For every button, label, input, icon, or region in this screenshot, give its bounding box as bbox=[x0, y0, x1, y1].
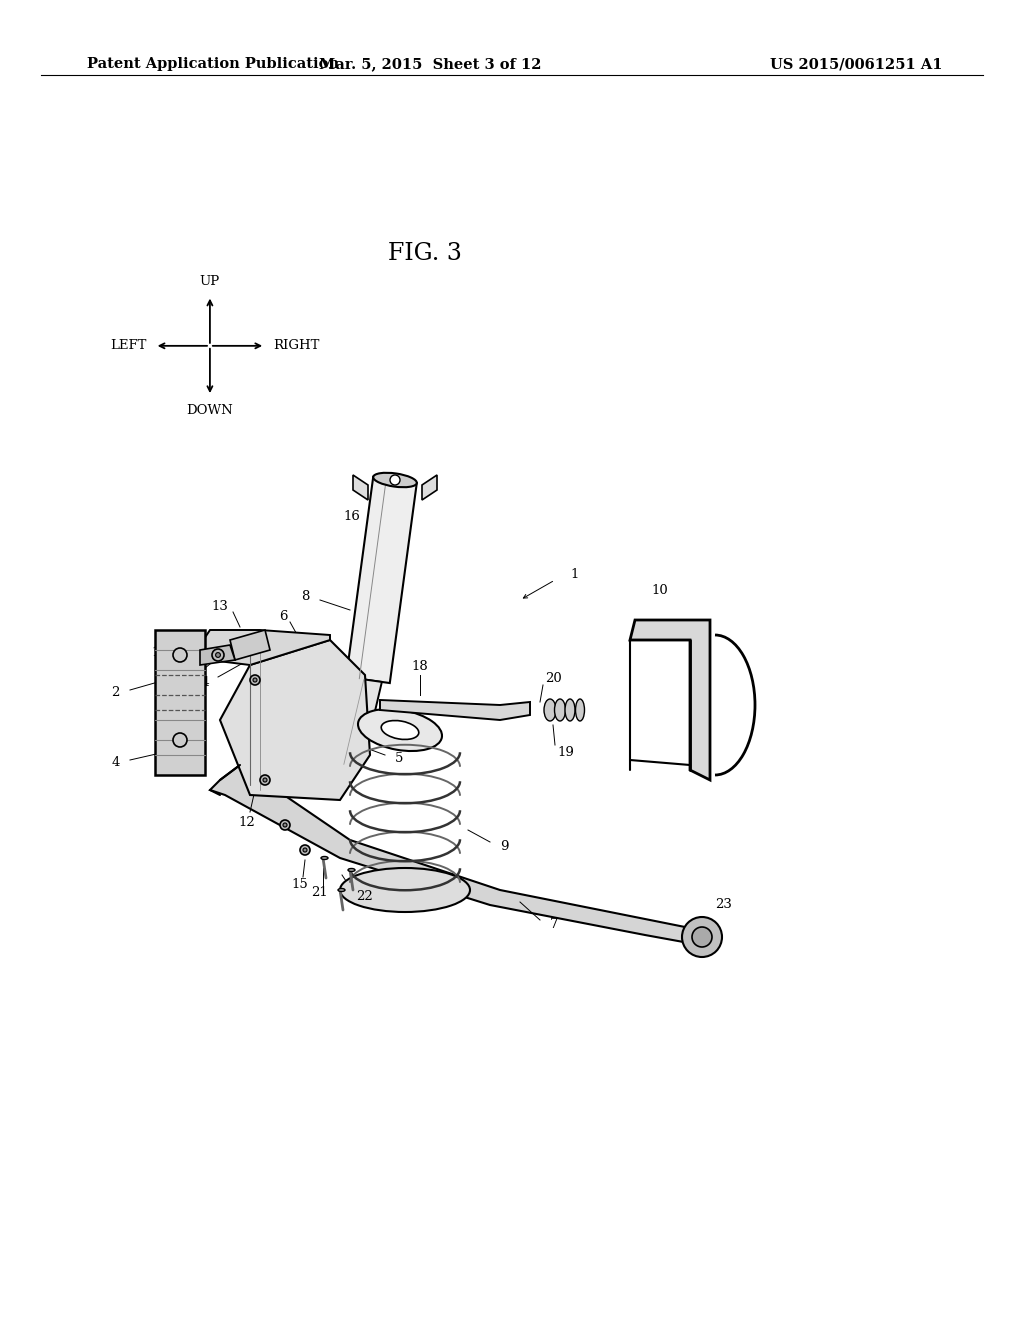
Circle shape bbox=[250, 675, 260, 685]
Ellipse shape bbox=[565, 700, 575, 721]
Polygon shape bbox=[346, 477, 417, 682]
Text: 7: 7 bbox=[550, 919, 558, 932]
Text: 18: 18 bbox=[412, 660, 428, 673]
Text: UP: UP bbox=[200, 275, 220, 288]
Ellipse shape bbox=[544, 700, 556, 721]
Text: 8: 8 bbox=[302, 590, 310, 603]
Text: RIGHT: RIGHT bbox=[273, 339, 319, 352]
Text: 16: 16 bbox=[343, 511, 360, 524]
Text: 23: 23 bbox=[715, 899, 732, 912]
Circle shape bbox=[682, 917, 722, 957]
Text: FIG. 3: FIG. 3 bbox=[388, 242, 462, 265]
Ellipse shape bbox=[575, 700, 585, 721]
Ellipse shape bbox=[373, 473, 417, 487]
Circle shape bbox=[253, 678, 257, 682]
Text: 2: 2 bbox=[112, 686, 120, 700]
Circle shape bbox=[263, 777, 267, 781]
Circle shape bbox=[173, 733, 187, 747]
Polygon shape bbox=[200, 630, 330, 665]
Text: 22: 22 bbox=[356, 890, 373, 903]
Text: 20: 20 bbox=[545, 672, 562, 685]
Text: 9: 9 bbox=[500, 841, 509, 854]
Text: Mar. 5, 2015  Sheet 3 of 12: Mar. 5, 2015 Sheet 3 of 12 bbox=[318, 57, 542, 71]
Circle shape bbox=[216, 652, 220, 657]
Polygon shape bbox=[353, 475, 368, 500]
Text: 13: 13 bbox=[211, 599, 228, 612]
Polygon shape bbox=[210, 766, 700, 945]
Circle shape bbox=[212, 649, 224, 661]
Polygon shape bbox=[422, 475, 437, 500]
Polygon shape bbox=[220, 640, 370, 800]
Text: 15: 15 bbox=[292, 879, 308, 891]
Ellipse shape bbox=[358, 709, 442, 751]
Ellipse shape bbox=[381, 721, 419, 739]
Circle shape bbox=[390, 475, 400, 484]
Text: US 2015/0061251 A1: US 2015/0061251 A1 bbox=[770, 57, 942, 71]
Circle shape bbox=[260, 775, 270, 785]
Text: 4: 4 bbox=[112, 756, 120, 770]
Text: 10: 10 bbox=[651, 583, 669, 597]
Ellipse shape bbox=[555, 700, 565, 721]
Text: DOWN: DOWN bbox=[186, 404, 233, 417]
Ellipse shape bbox=[348, 869, 355, 871]
Circle shape bbox=[692, 927, 712, 946]
Text: 17: 17 bbox=[152, 645, 168, 659]
Polygon shape bbox=[230, 630, 270, 660]
Text: 11: 11 bbox=[166, 678, 183, 692]
Polygon shape bbox=[380, 700, 530, 719]
Circle shape bbox=[280, 820, 290, 830]
Ellipse shape bbox=[321, 857, 328, 859]
Circle shape bbox=[300, 845, 310, 855]
Polygon shape bbox=[200, 645, 234, 665]
Text: Patent Application Publication: Patent Application Publication bbox=[87, 57, 339, 71]
Text: 12: 12 bbox=[239, 816, 255, 829]
Text: 5: 5 bbox=[395, 751, 403, 764]
Text: 21: 21 bbox=[311, 886, 329, 899]
Text: LEFT: LEFT bbox=[111, 339, 146, 352]
Circle shape bbox=[303, 847, 307, 851]
Text: 6: 6 bbox=[279, 610, 288, 623]
Text: 1: 1 bbox=[570, 569, 579, 582]
Ellipse shape bbox=[340, 869, 470, 912]
Polygon shape bbox=[630, 620, 710, 780]
Circle shape bbox=[173, 648, 187, 663]
Text: 14: 14 bbox=[194, 676, 210, 689]
Polygon shape bbox=[334, 678, 382, 767]
Text: 19: 19 bbox=[557, 746, 573, 759]
Ellipse shape bbox=[338, 888, 345, 891]
Polygon shape bbox=[155, 630, 205, 775]
Circle shape bbox=[283, 822, 287, 828]
